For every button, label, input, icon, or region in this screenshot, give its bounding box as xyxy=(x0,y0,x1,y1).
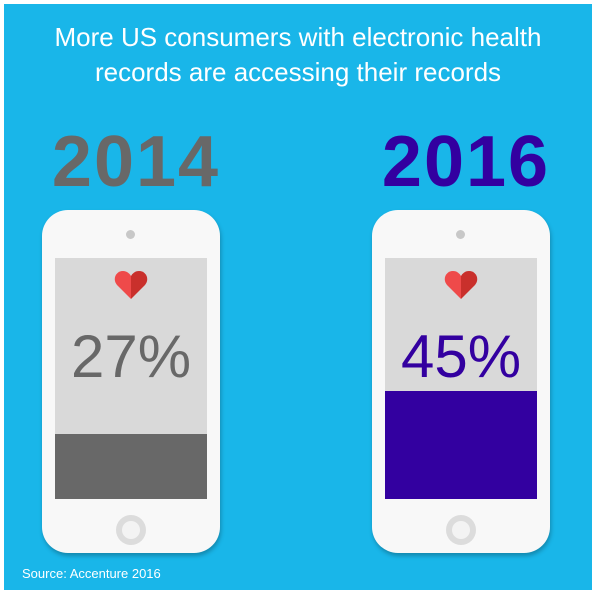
phone-screen-2016: 45% xyxy=(385,258,537,499)
bar-2014 xyxy=(55,434,207,499)
heart-icon xyxy=(444,271,478,299)
title-line-2: records are accessing their records xyxy=(94,57,502,87)
year-label-2014: 2014 xyxy=(51,122,221,202)
home-button-icon xyxy=(116,515,146,545)
phone-screen-2014: 27% xyxy=(55,258,207,499)
phone-2014: 27% xyxy=(42,210,220,553)
phone-speaker-icon xyxy=(126,230,135,239)
bar-2016 xyxy=(385,391,537,499)
source-note: Source: Accenture 2016 xyxy=(22,566,161,581)
chart-title: More US consumers with electronic health… xyxy=(4,20,592,90)
title-line-1: More US consumers with electronic health xyxy=(54,22,542,52)
phone-speaker-icon xyxy=(456,230,465,239)
home-button-icon xyxy=(446,515,476,545)
heart-icon xyxy=(114,271,148,299)
value-label-2014: 27% xyxy=(70,323,192,390)
value-label-2016: 45% xyxy=(400,323,522,390)
infographic-panel: More US consumers with electronic health… xyxy=(4,4,592,590)
phone-2016: 45% xyxy=(372,210,550,553)
year-label-2016: 2016 xyxy=(381,122,551,202)
